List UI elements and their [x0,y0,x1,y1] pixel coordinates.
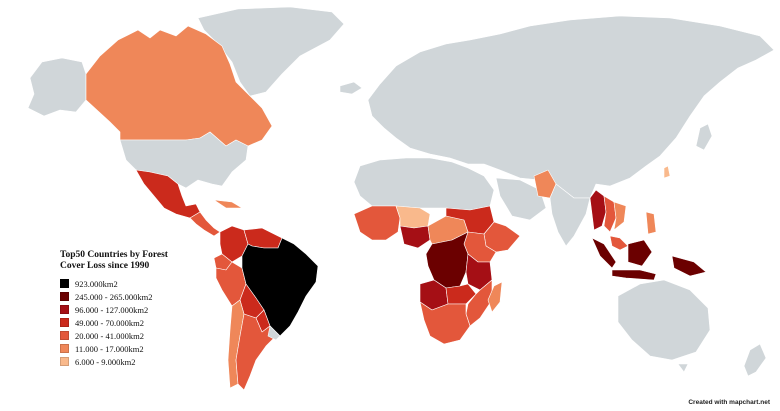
map-region-india [549,183,591,247]
map-region-tasmania [677,363,689,373]
map-region-indochina-east [613,201,627,231]
legend-item: 49.000 - 70.000km2 [60,317,230,328]
legend-title: Top50 Countries by Forest Cover Loss sin… [60,250,168,271]
map-region-eurasia [367,15,775,199]
map-region-madagascar [487,281,503,313]
credit-text: Created with mapchart.net [688,399,770,406]
map-region-argentina [235,313,277,391]
map-legend: Top50 Countries by Forest Cover Loss sin… [60,250,230,369]
legend-item: 11.000 - 17.000km2 [60,343,230,354]
map-region-iceland [339,81,363,95]
legend-label: 20.000 - 41.000km2 [75,330,144,341]
map-region-west-africa [353,205,401,241]
legend-swatch [60,357,69,366]
legend-label: 245.000 - 265.000km2 [75,291,153,302]
legend-item: 20.000 - 41.000km2 [60,330,230,341]
legend-swatch [60,344,69,353]
legend-swatch [60,292,69,301]
map-region-malaysia [609,235,629,251]
legend-item: 245.000 - 265.000km2 [60,291,230,302]
map-region-new-zealand [743,343,767,377]
map-region-borneo [627,239,653,267]
map-region-myanmar [589,189,607,231]
map-region-sumatra [591,237,617,269]
legend-swatch [60,331,69,340]
map-region-japan [695,123,713,151]
map-region-uruguay [267,325,281,341]
map-region-southern-africa [419,301,471,345]
legend-swatch [60,318,69,327]
legend-label: 923.000km2 [75,278,118,289]
legend-swatch [60,305,69,314]
map-region-mexico [135,169,201,219]
map-region-philippines [645,211,657,235]
legend-label: 11.000 - 17.000km2 [75,343,144,354]
legend-item: 6.000 - 9.000km2 [60,356,230,367]
map-region-indochina-west [603,195,617,233]
legend-label: 49.000 - 70.000km2 [75,317,144,328]
map-region-sahel [395,205,431,229]
map-region-taiwan [663,165,671,179]
legend-item: 96.000 - 127.000km2 [60,304,230,315]
map-region-alaska [27,57,87,117]
map-region-australia [617,279,711,361]
map-region-north-africa [353,157,495,211]
map-region-nigeria [399,225,431,249]
map-region-new-guinea [671,255,707,277]
legend-label: 96.000 - 127.000km2 [75,304,149,315]
map-region-dr-congo [425,231,469,289]
map-region-arabia [495,177,547,221]
map-region-mozambique [465,279,493,327]
legend-label: 6.000 - 9.000km2 [75,356,136,367]
map-region-java-sulawesi [611,269,657,281]
legend-item: 923.000km2 [60,278,230,289]
legend-items: 923.000km2 245.000 - 265.000km2 96.000 - 1… [60,278,230,367]
map-region-caribbean [213,199,243,209]
legend-swatch [60,279,69,288]
map-region-central-america [189,211,221,237]
